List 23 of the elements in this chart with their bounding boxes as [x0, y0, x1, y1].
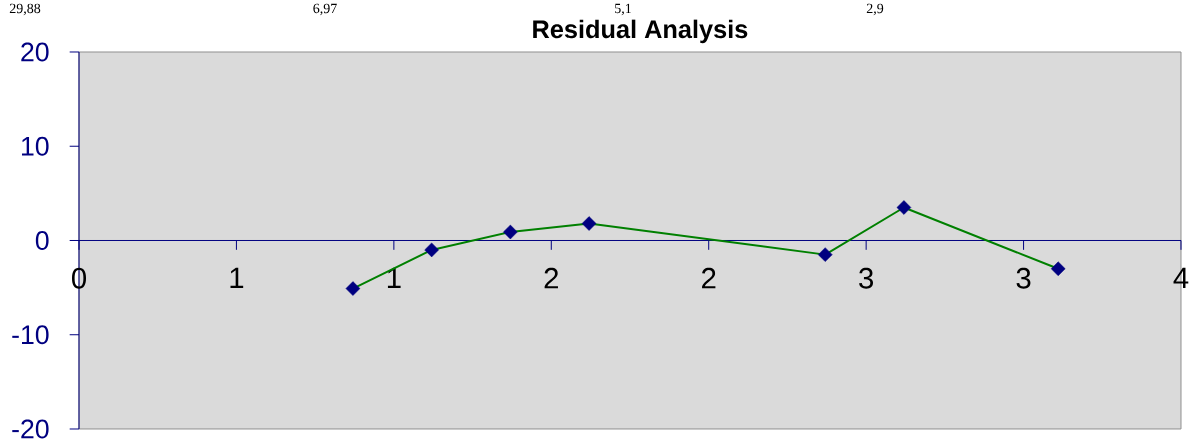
x-tick-label: 2 [544, 267, 558, 289]
y-tick-label: -10 [12, 325, 49, 345]
x-tick-label: 2 [702, 267, 716, 289]
point [503, 224, 518, 240]
x-tick-label: 1 [230, 267, 244, 289]
x-tick-label: 3 [859, 267, 874, 289]
point [896, 200, 912, 215]
text: 5,1 [615, 3, 631, 16]
point [817, 247, 833, 262]
text: 2,9 [866, 3, 884, 16]
text: 29,88 [9, 3, 41, 16]
point [345, 281, 361, 296]
text: 6,97 [313, 3, 337, 16]
point [424, 242, 439, 258]
y-tick-label: 20 [21, 42, 49, 62]
x-tick-label: 4 [1173, 267, 1189, 289]
point [581, 216, 597, 231]
chart-title: Residual Analysis [533, 19, 748, 44]
y-tick-label: 0 [35, 231, 49, 250]
point [1050, 261, 1066, 277]
y-tick-label: -20 [12, 419, 49, 439]
y-tick-label: 10 [22, 136, 49, 156]
x-tick-label: 3 [1016, 267, 1031, 289]
